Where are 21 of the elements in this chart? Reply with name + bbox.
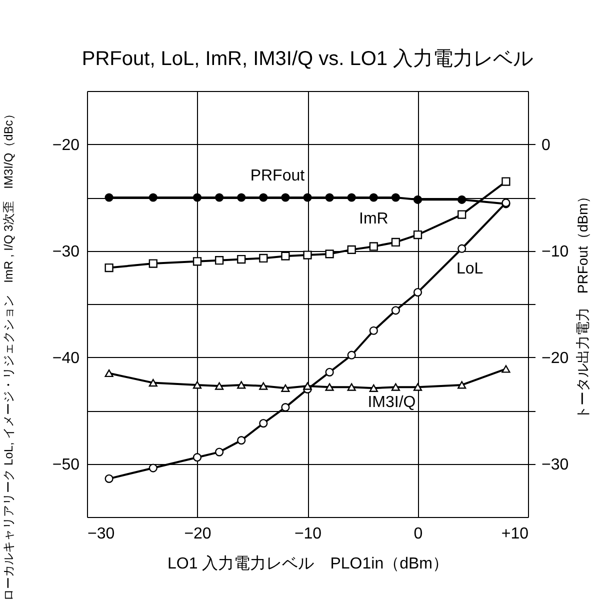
y-tick-label: −20 (52, 136, 80, 154)
chart-title: PRFout, LoL, ImR, IM3I/Q vs. LO1 入力電力レベル (82, 48, 534, 70)
series-label: PRFout (250, 168, 306, 184)
x-tick-label: −30 (88, 526, 115, 542)
y2-axis-title: トータル出力電力 PRFout（dBm） (574, 189, 591, 420)
series-label: ImR (358, 210, 388, 228)
y-tick-label: −40 (52, 350, 80, 367)
y-axis-title: ローカルキャリアリーク LoL, イメージ・リジェクション ImR , I/Q 3次歪 IM3I/Q（dBc） (2, 108, 16, 601)
series-label: LoL (456, 260, 484, 278)
x-tick-label: 0 (414, 526, 423, 542)
x-tick-label: −20 (184, 526, 212, 542)
y2-tick-label: 0 (542, 136, 550, 154)
series-label: IM3I/Q (368, 394, 416, 412)
y-tick-label: −50 (52, 456, 80, 474)
y2-tick-label: −20 (542, 350, 569, 367)
x-axis-title: LO1 入力電力レベル PLO1in（dBm） (168, 554, 448, 572)
y2-tick-label: −30 (542, 456, 569, 474)
y-tick-label: −30 (52, 243, 80, 260)
x-tick-label: +10 (501, 526, 529, 542)
y2-tick-label: −10 (542, 243, 569, 260)
x-tick-label: −10 (294, 526, 322, 542)
